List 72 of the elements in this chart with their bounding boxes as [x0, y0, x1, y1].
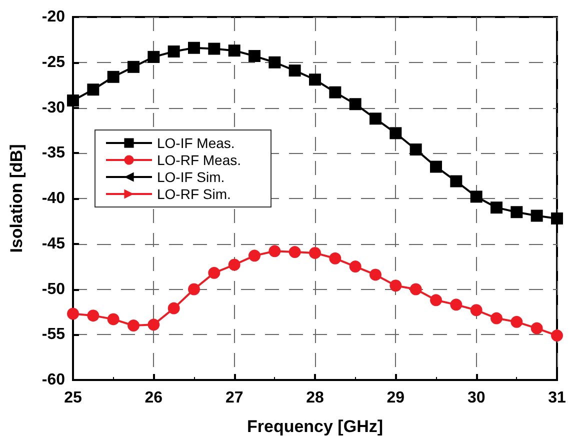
point	[329, 252, 342, 264]
legend-label: LO-RF Sim.	[157, 186, 231, 202]
point	[349, 98, 362, 110]
point	[370, 268, 382, 281]
point	[410, 283, 422, 296]
point	[148, 50, 160, 63]
point	[390, 280, 402, 292]
point	[208, 42, 220, 55]
point	[248, 50, 260, 62]
point	[309, 74, 321, 86]
point	[430, 294, 442, 306]
point	[530, 210, 543, 222]
point	[490, 202, 502, 214]
x-tick-label: 30	[467, 390, 486, 406]
point	[87, 84, 100, 96]
point	[530, 322, 543, 334]
point	[148, 318, 160, 331]
point	[107, 70, 120, 83]
y-tick-label: -20	[42, 8, 66, 26]
y-tick-label: -35	[42, 144, 66, 162]
point	[551, 330, 563, 342]
point	[510, 316, 523, 328]
point	[128, 60, 140, 73]
point	[208, 266, 220, 279]
point	[370, 112, 382, 125]
point	[510, 206, 523, 218]
point	[67, 94, 79, 106]
point	[248, 250, 260, 262]
legend-label: LO-RF Meas.	[157, 152, 242, 168]
y-tick-label: -40	[42, 190, 66, 207]
point	[450, 175, 462, 188]
point	[430, 160, 442, 173]
point	[228, 258, 240, 271]
point	[288, 246, 301, 258]
y-axis-title: Isolation [dB]	[7, 144, 26, 253]
x-tick-label: 27	[225, 390, 244, 406]
x-tick-label: 25	[64, 390, 82, 406]
x-tick-label: 31	[548, 390, 566, 406]
y-tick-label: -30	[42, 99, 66, 116]
y-tick-label: -45	[42, 235, 66, 252]
point	[349, 260, 362, 273]
point	[228, 44, 240, 57]
x-tick-label: 28	[306, 390, 324, 406]
point	[67, 308, 79, 320]
point	[410, 143, 422, 156]
y-tick-label: -55	[42, 326, 66, 344]
point	[188, 42, 200, 54]
point	[168, 302, 180, 314]
point	[188, 283, 200, 296]
y-tick-label: -25	[42, 54, 66, 71]
point	[551, 212, 563, 224]
point	[309, 246, 321, 259]
y-tick-label: -50	[42, 280, 66, 298]
point	[107, 313, 120, 326]
point	[390, 127, 402, 140]
legend-label: LO-IF Sim.	[157, 169, 225, 185]
legend-label: LO-IF Meas.	[157, 135, 235, 151]
y-tick-label: -60	[42, 372, 66, 388]
x-tick-label: 26	[144, 390, 163, 406]
x-tick-label: 29	[386, 390, 405, 406]
point	[87, 310, 100, 322]
point	[490, 312, 502, 324]
point	[450, 298, 462, 311]
point	[288, 64, 301, 77]
point	[268, 56, 281, 68]
point	[329, 86, 342, 98]
point	[168, 45, 180, 58]
point	[470, 190, 482, 203]
point	[128, 320, 140, 332]
point	[268, 245, 281, 258]
point	[470, 304, 482, 316]
x-axis-title: Frequency [GHz]	[246, 417, 384, 436]
